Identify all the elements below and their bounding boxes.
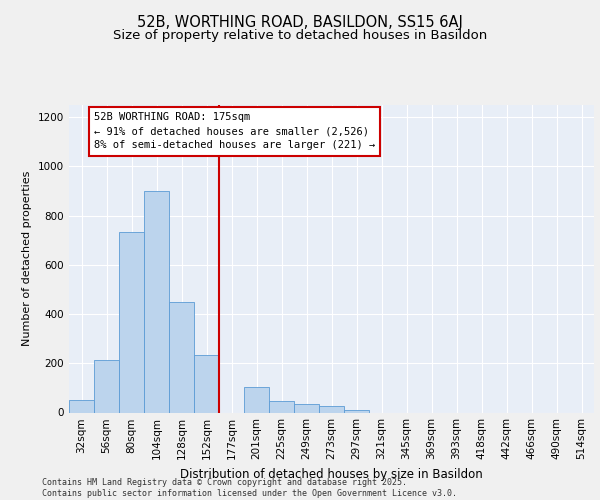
Text: Size of property relative to detached houses in Basildon: Size of property relative to detached ho… (113, 29, 487, 42)
Bar (294, 404, 319, 412)
Text: 52B WORTHING ROAD: 175sqm
← 91% of detached houses are smaller (2,526)
8% of sem: 52B WORTHING ROAD: 175sqm ← 91% of detac… (94, 112, 375, 150)
Text: 52B, WORTHING ROAD, BASILDON, SS15 6AJ: 52B, WORTHING ROAD, BASILDON, SS15 6AJ (137, 15, 463, 30)
Bar (169, 302, 194, 412)
Bar (319, 406, 344, 412)
Text: Contains HM Land Registry data © Crown copyright and database right 2025.
Contai: Contains HM Land Registry data © Crown c… (42, 478, 457, 498)
Bar (344, 410, 369, 412)
Bar (194, 354, 219, 412)
Bar (144, 191, 169, 412)
Bar (269, 402, 294, 412)
Bar (94, 360, 119, 412)
X-axis label: Distribution of detached houses by size in Basildon: Distribution of detached houses by size … (180, 468, 483, 481)
Bar (244, 386, 269, 412)
Bar (69, 400, 94, 412)
Bar (119, 232, 144, 412)
Y-axis label: Number of detached properties: Number of detached properties (22, 171, 32, 346)
